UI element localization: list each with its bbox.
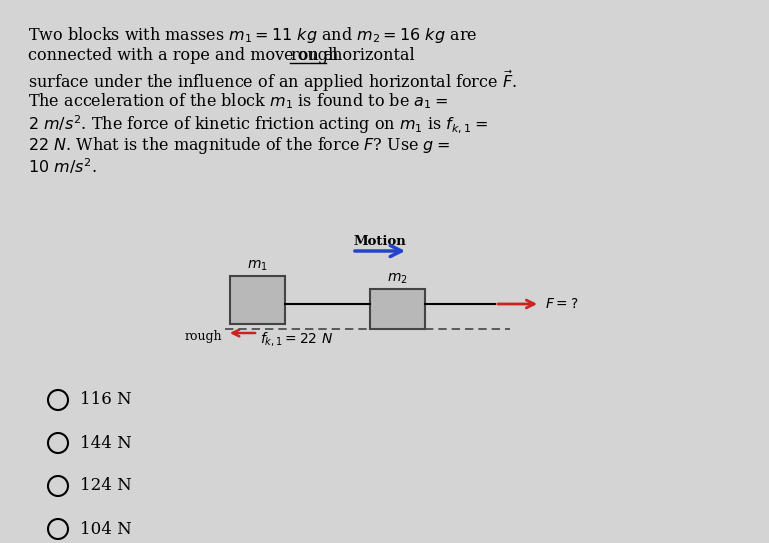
Text: rough: rough bbox=[185, 330, 222, 343]
Text: horizontal: horizontal bbox=[327, 47, 414, 64]
Text: 144 N: 144 N bbox=[80, 434, 131, 451]
Text: $F = ?$: $F = ?$ bbox=[545, 297, 578, 311]
Text: $10\ m/s^2$.: $10\ m/s^2$. bbox=[28, 157, 97, 176]
Text: $m_2$: $m_2$ bbox=[387, 272, 408, 286]
Text: $m_1$: $m_1$ bbox=[247, 258, 268, 273]
Text: $22\ N$. What is the magnitude of the force $F$? Use $g =$: $22\ N$. What is the magnitude of the fo… bbox=[28, 135, 450, 156]
Bar bbox=[230, 276, 285, 324]
Text: The acceleration of the block $m_1$ is found to be $a_1 =$: The acceleration of the block $m_1$ is f… bbox=[28, 91, 448, 111]
Text: $f_{k,1} = 22\ N$: $f_{k,1} = 22\ N$ bbox=[260, 330, 333, 348]
Text: surface under the influence of an applied horizontal force $\vec{F}$.: surface under the influence of an applie… bbox=[28, 69, 517, 94]
Bar bbox=[370, 289, 425, 329]
Text: Two blocks with masses $m_1 = 11\ kg$ and $m_2 = 16\ kg$ are: Two blocks with masses $m_1 = 11\ kg$ an… bbox=[28, 25, 478, 45]
Text: connected with a rope and move on a: connected with a rope and move on a bbox=[28, 47, 338, 64]
Text: 104 N: 104 N bbox=[80, 521, 131, 538]
Text: 116 N: 116 N bbox=[80, 392, 131, 408]
Text: $2\ m/s^2$. The force of kinetic friction acting on $m_1$ is $f_{k,1} =$: $2\ m/s^2$. The force of kinetic frictio… bbox=[28, 113, 488, 136]
Text: 124 N: 124 N bbox=[80, 477, 131, 495]
Text: Motion: Motion bbox=[354, 235, 406, 248]
Text: rough: rough bbox=[290, 47, 338, 64]
